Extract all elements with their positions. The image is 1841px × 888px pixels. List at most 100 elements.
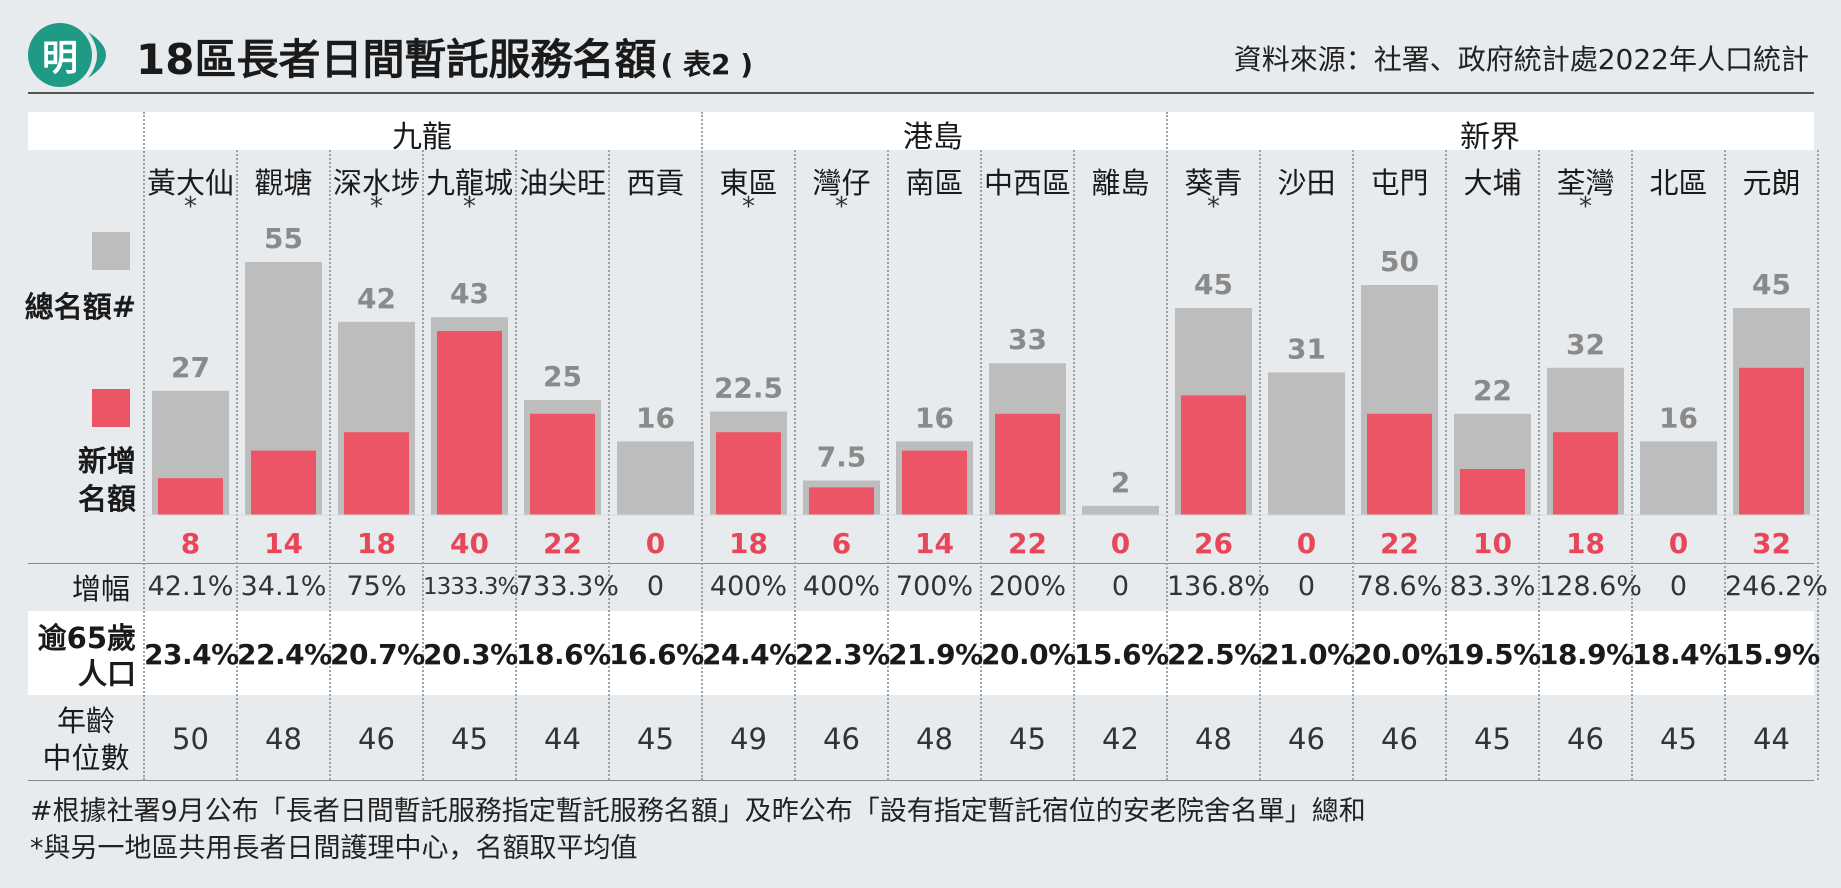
shared-center-star: * [1207, 192, 1220, 222]
column-separator [422, 150, 424, 780]
district-name: 黃大仙 [146, 166, 234, 200]
column-separator [1538, 150, 1540, 780]
median-age-cell: 44 [1753, 722, 1790, 756]
median-age-cell: 45 [451, 722, 488, 756]
region-kowloon: 九龍 [392, 120, 452, 155]
growth-cell: 246.2% [1725, 571, 1828, 602]
district-name: 灣仔 [812, 166, 871, 200]
new-value-label: 8 [181, 527, 200, 560]
age65-cell: 24.4% [702, 638, 797, 671]
age65-cell: 23.4% [144, 638, 239, 671]
district-name: 中西區 [983, 166, 1071, 200]
column-separator [1166, 112, 1168, 780]
median-age-cell: 48 [265, 722, 302, 756]
median-age-cell: 46 [823, 722, 860, 756]
age65-cell: 20.0% [981, 638, 1076, 671]
new-value-label: 32 [1752, 527, 1791, 560]
growth-cell: 0 [1111, 571, 1130, 602]
column-separator [887, 150, 889, 780]
region-band [28, 112, 1814, 150]
total-bar [1082, 505, 1159, 515]
total-value-label: 25 [543, 360, 582, 393]
growth-cell: 83.3% [1449, 571, 1536, 602]
shared-center-star: * [1579, 192, 1592, 222]
new-bar [995, 413, 1060, 515]
new-value-label: 22 [543, 527, 582, 560]
new-value-label: 6 [832, 527, 851, 560]
age65-cell: 18.6% [516, 638, 611, 671]
median-age-cell: 46 [1567, 722, 1604, 756]
new-value-label: 18 [1566, 527, 1605, 560]
median-age-cell: 46 [1288, 722, 1325, 756]
median-age-cell: 45 [1660, 722, 1697, 756]
column-separator [515, 150, 517, 780]
growth-cell: 75% [346, 571, 407, 602]
new-bar [437, 331, 502, 515]
mingpao-logo: 明 [28, 23, 92, 87]
shared-center-star: * [835, 192, 848, 222]
total-bar [1268, 372, 1345, 515]
district-name: 東區 [719, 166, 778, 200]
footnote-hash: #根據社署9月公布「長者日間暫託服務指定暫託服務名額」及昨公布「設有指定暫託宿位… [30, 796, 1366, 827]
growth-cell: 700% [895, 571, 974, 602]
age65-cell: 20.0% [1353, 638, 1448, 671]
age65-cell: 21.0% [1260, 638, 1355, 671]
growth-cell: 0 [1669, 571, 1688, 602]
district-name: 大埔 [1463, 166, 1522, 200]
age65-cell: 22.5% [1167, 638, 1262, 671]
district-name: 深水埗 [332, 166, 420, 200]
median-age-cell: 46 [358, 722, 395, 756]
column-separator [236, 150, 238, 780]
column-separator [1352, 150, 1354, 780]
total-value-label: 7.5 [817, 441, 867, 474]
new-bar [716, 432, 781, 515]
title-text: 18區長者日間暫託服務名額 [136, 35, 657, 84]
column-separator [1724, 150, 1726, 780]
district-name: 西貢 [626, 166, 685, 200]
growth-cell: 733.3% [516, 571, 619, 602]
age65-cell: 20.3% [423, 638, 518, 671]
district-name: 元朗 [1742, 166, 1801, 200]
district-name: 北區 [1649, 166, 1708, 200]
growth-cell: 42.1% [147, 571, 234, 602]
new-bar [158, 478, 223, 515]
total-bar [1640, 441, 1717, 515]
total-value-label: 16 [1659, 401, 1698, 434]
title-suffix: ( 表2 ) [660, 48, 754, 81]
new-value-label: 26 [1194, 527, 1233, 560]
new-value-label: 22 [1380, 527, 1419, 560]
header-rule [28, 92, 1814, 94]
growth-cell: 1333.3% [423, 574, 519, 600]
district-name: 屯門 [1370, 166, 1429, 200]
median-age-cell: 45 [1009, 722, 1046, 756]
shared-center-star: * [184, 192, 197, 222]
new-value-label: 10 [1473, 527, 1512, 560]
age65-cell: 20.7% [330, 638, 425, 671]
age65-cell: 18.9% [1539, 638, 1634, 671]
total-value-label: 43 [450, 277, 489, 310]
median-age-cell: 46 [1381, 722, 1418, 756]
column-separator [329, 150, 331, 780]
age65-cell: 22.3% [795, 638, 890, 671]
new-bar [530, 413, 595, 515]
region-new-territories: 新界 [1460, 120, 1520, 155]
region-hk-island: 港島 [903, 120, 963, 155]
total-value-label: 22 [1473, 374, 1512, 407]
new-value-label: 14 [915, 527, 954, 560]
total-value-label: 32 [1566, 328, 1605, 361]
age65-cell: 22.4% [237, 638, 332, 671]
new-bar [251, 450, 316, 515]
column-separator [980, 150, 982, 780]
growth-cell: 400% [802, 571, 881, 602]
legend-new-label-line1: 新增 [77, 444, 136, 478]
new-bar [1460, 469, 1525, 515]
district-name: 沙田 [1277, 166, 1336, 200]
median-age-cell: 45 [637, 722, 674, 756]
total-value-label: 31 [1287, 332, 1326, 365]
chart-baseline-rule [28, 563, 1814, 564]
row-label-growth: 增幅 [71, 572, 130, 606]
shared-center-star: * [370, 192, 383, 222]
total-value-label: 55 [264, 222, 303, 255]
